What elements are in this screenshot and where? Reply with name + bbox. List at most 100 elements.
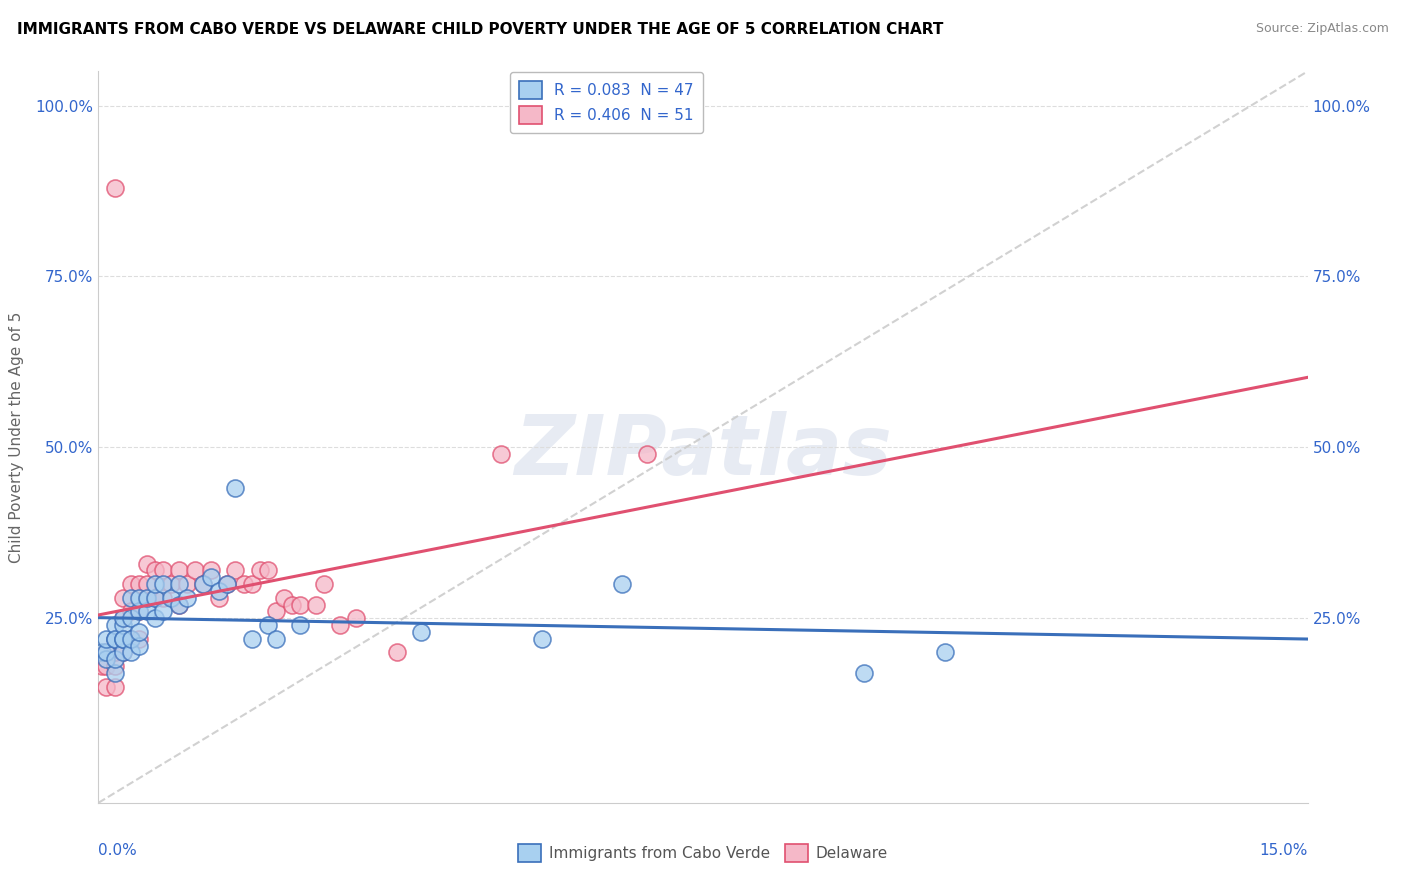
Point (184, 563, 207, 577)
Point (176, 577, 198, 591)
Text: 15.0%: 15.0% (1260, 843, 1308, 858)
Point (135, 591, 157, 605)
Point (612, 577, 634, 591)
Point (103, 180, 125, 194)
Point (314, 577, 336, 591)
Point (103, 632, 125, 646)
Point (111, 591, 134, 605)
Point (152, 604, 174, 618)
Point (636, 447, 658, 461)
Point (120, 604, 142, 618)
Point (167, 577, 190, 591)
Point (120, 577, 142, 591)
Point (128, 577, 150, 591)
Point (111, 611, 134, 625)
Text: 0.0%: 0.0% (98, 843, 138, 858)
Point (193, 577, 215, 591)
Point (344, 611, 367, 625)
Point (217, 577, 239, 591)
Point (288, 618, 311, 632)
Point (91, 659, 114, 673)
Point (128, 591, 150, 605)
Point (128, 632, 150, 646)
Point (103, 645, 125, 659)
Point (120, 645, 142, 659)
Point (111, 632, 134, 646)
Legend: Immigrants from Cabo Verde, Delaware: Immigrants from Cabo Verde, Delaware (512, 838, 894, 868)
Point (135, 591, 157, 605)
Point (111, 645, 134, 659)
Point (135, 577, 157, 591)
Point (491, 447, 513, 461)
Point (409, 624, 432, 639)
Point (160, 591, 183, 605)
Point (217, 577, 239, 591)
Point (240, 632, 263, 646)
Point (143, 611, 166, 625)
Point (200, 563, 222, 577)
Point (111, 611, 134, 625)
Point (256, 618, 278, 632)
Point (103, 652, 125, 666)
Point (385, 645, 408, 659)
Point (143, 577, 166, 591)
Point (167, 563, 190, 577)
Point (128, 639, 150, 653)
Point (103, 659, 125, 673)
Point (103, 618, 125, 632)
Point (530, 632, 553, 646)
Point (224, 481, 246, 495)
Point (120, 591, 142, 605)
Point (128, 604, 150, 618)
Point (120, 611, 142, 625)
Point (111, 618, 134, 632)
Point (128, 604, 150, 618)
Text: ZIPatlas: ZIPatlas (515, 411, 891, 492)
Point (96, 680, 118, 694)
Text: Source: ZipAtlas.com: Source: ZipAtlas.com (1256, 22, 1389, 36)
Point (128, 624, 150, 639)
Point (288, 598, 311, 612)
Y-axis label: Child Poverty Under the Age of 5: Child Poverty Under the Age of 5 (10, 311, 24, 563)
Point (224, 563, 246, 577)
Point (264, 632, 287, 646)
Point (232, 577, 254, 591)
Point (143, 563, 166, 577)
Point (281, 598, 304, 612)
Point (143, 591, 166, 605)
Point (329, 618, 352, 632)
Point (160, 577, 183, 591)
Point (853, 665, 876, 680)
Point (96, 659, 118, 673)
Point (96, 645, 118, 659)
Point (103, 665, 125, 680)
Point (103, 680, 125, 694)
Point (111, 632, 134, 646)
Point (193, 577, 215, 591)
Point (152, 563, 174, 577)
Point (143, 591, 166, 605)
Point (200, 570, 222, 584)
Point (167, 598, 190, 612)
Point (208, 591, 231, 605)
Point (264, 604, 287, 618)
Point (240, 577, 263, 591)
Point (103, 632, 125, 646)
Point (96, 652, 118, 666)
Point (305, 598, 328, 612)
Point (120, 632, 142, 646)
Point (120, 632, 142, 646)
Point (208, 583, 231, 598)
Point (91, 645, 114, 659)
Point (176, 591, 198, 605)
Point (273, 591, 295, 605)
Point (96, 645, 118, 659)
Text: IMMIGRANTS FROM CABO VERDE VS DELAWARE CHILD POVERTY UNDER THE AGE OF 5 CORRELAT: IMMIGRANTS FROM CABO VERDE VS DELAWARE C… (17, 22, 943, 37)
Point (111, 632, 134, 646)
Point (249, 563, 271, 577)
Point (135, 604, 157, 618)
Point (135, 557, 157, 571)
Point (167, 598, 190, 612)
Point (111, 645, 134, 659)
Point (96, 632, 118, 646)
